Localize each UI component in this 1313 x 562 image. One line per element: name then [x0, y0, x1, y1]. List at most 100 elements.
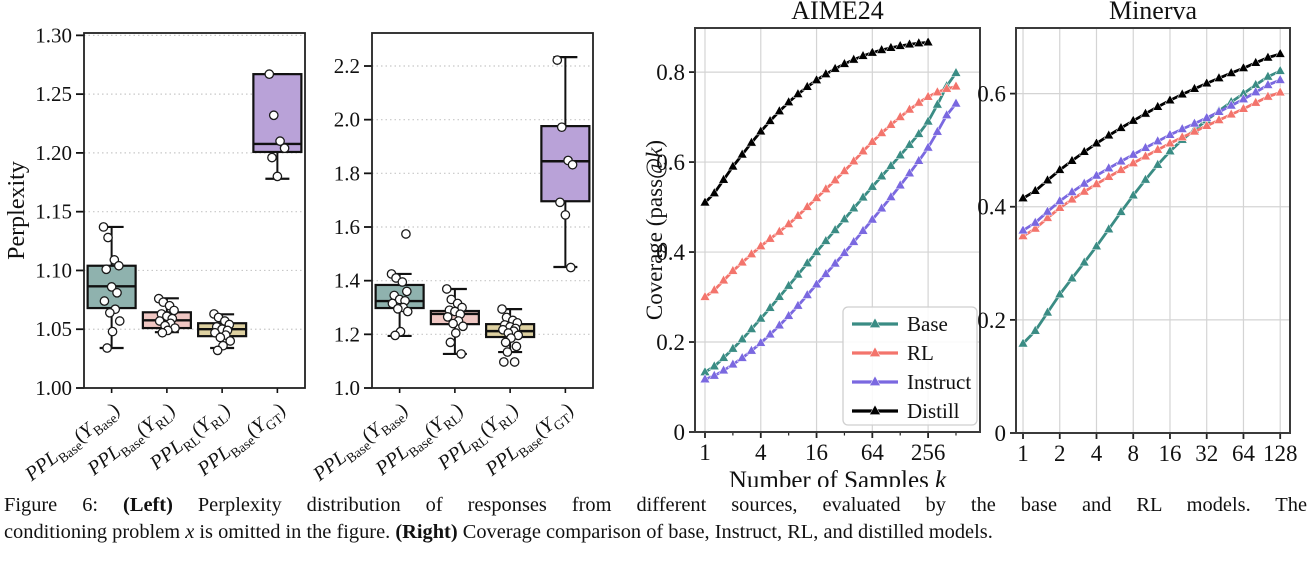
series-marker — [792, 209, 804, 220]
series-marker — [857, 224, 869, 235]
series-marker — [1274, 65, 1286, 75]
data-point — [445, 337, 456, 348]
y-tick-label: 0.2 — [656, 330, 685, 355]
series-marker — [1201, 119, 1213, 130]
box-1 — [141, 293, 192, 338]
series-marker — [1201, 112, 1213, 122]
series-marker — [829, 257, 841, 268]
series-marker — [950, 97, 962, 108]
series-marker — [941, 82, 953, 93]
series-marker — [755, 240, 767, 250]
series-marker — [736, 352, 748, 362]
series-marker — [736, 148, 748, 159]
series-marker — [783, 310, 794, 320]
series-marker — [1054, 164, 1066, 174]
series-marker — [1152, 100, 1164, 111]
figure-canvas: 1.001.051.101.151.201.251.30PPLBase(YBas… — [4, 0, 1297, 494]
y-tick-label: 1.8 — [334, 161, 360, 185]
series-marker — [1238, 62, 1249, 72]
series-marker — [1225, 99, 1237, 110]
series-marker — [736, 256, 748, 267]
series-marker — [811, 246, 822, 256]
series-marker — [1140, 142, 1151, 152]
series-marker — [727, 342, 739, 353]
series-marker — [1225, 67, 1237, 77]
series-marker — [1176, 123, 1188, 133]
legend-box — [842, 306, 978, 426]
box-3 — [252, 69, 303, 182]
series-marker — [1103, 129, 1115, 140]
x-tick-label: 1 — [1017, 441, 1029, 466]
figure-caption-line-1: Figure 6: (Left) Perplexity distribution… — [4, 494, 1307, 516]
series-line — [1021, 69, 1281, 345]
series-marker — [1274, 86, 1286, 97]
series-marker — [866, 46, 878, 57]
series-marker — [922, 115, 934, 126]
series-marker — [820, 68, 832, 78]
series-marker — [885, 160, 897, 170]
series-marker — [839, 58, 850, 68]
series-marker — [904, 167, 915, 178]
series-marker — [1152, 135, 1164, 145]
series-marker — [885, 41, 897, 52]
series-marker — [811, 278, 822, 289]
series-marker — [1066, 154, 1078, 165]
series-marker — [746, 136, 757, 147]
series-marker — [829, 62, 841, 73]
series-marker — [1103, 170, 1115, 181]
y-tick-label: 0.6 — [656, 150, 685, 175]
y-tick-label: 1.4 — [334, 269, 361, 293]
legend-marker — [869, 317, 881, 328]
y-axis-label: Coverage (pass@k) — [642, 140, 667, 320]
figure-caption-line-2: conditioning problem x is omitted in the… — [4, 520, 993, 543]
panel-perplexity_boxplot_base_eval: 1.001.051.101.151.201.251.30PPLBase(YBas… — [4, 23, 306, 486]
series-marker — [913, 96, 925, 107]
series-marker — [1042, 205, 1053, 216]
series-marker — [1115, 206, 1127, 216]
series-marker — [839, 165, 850, 175]
legend-label: Distill — [907, 399, 960, 423]
x-axis-label: Number of Samples k — [729, 467, 947, 487]
data-point — [215, 332, 226, 343]
series-marker — [922, 36, 934, 47]
series-marker — [866, 213, 878, 224]
series-marker — [1225, 108, 1237, 119]
series-marker — [755, 337, 767, 347]
y-tick-label: 1.10 — [35, 258, 72, 282]
category-label: PPLBase(YGT) — [193, 399, 292, 484]
series-marker — [1029, 222, 1041, 233]
series-marker — [922, 141, 934, 152]
series-marker — [718, 274, 729, 285]
series-marker — [708, 187, 720, 197]
series-marker — [913, 128, 925, 138]
data-point — [497, 304, 507, 314]
category-label: PPLBase(YGT) — [481, 399, 580, 484]
data-point — [264, 69, 275, 79]
series-marker — [1189, 82, 1200, 93]
series-marker — [857, 191, 869, 202]
series-marker — [1238, 93, 1249, 103]
series-marker — [727, 358, 739, 369]
data-point — [107, 326, 118, 337]
x-tick-label: 256 — [911, 440, 946, 465]
series-marker — [866, 180, 878, 191]
series-marker — [1152, 158, 1164, 169]
series-marker — [932, 86, 943, 96]
series-line — [704, 72, 958, 374]
series-marker — [764, 115, 776, 125]
data-point — [441, 284, 452, 294]
legend-item-distill: Distill — [852, 399, 960, 423]
series-marker — [904, 138, 915, 149]
series-marker — [764, 232, 776, 243]
series-marker — [699, 196, 711, 207]
data-point — [401, 286, 412, 297]
series-marker — [876, 202, 887, 213]
data-point — [113, 260, 124, 271]
series-marker — [801, 289, 813, 299]
series-marker — [1066, 186, 1078, 196]
series-marker — [848, 155, 860, 165]
series-marker — [755, 125, 767, 136]
data-point — [565, 262, 576, 273]
series-rl — [699, 80, 962, 301]
data-point — [272, 171, 283, 182]
